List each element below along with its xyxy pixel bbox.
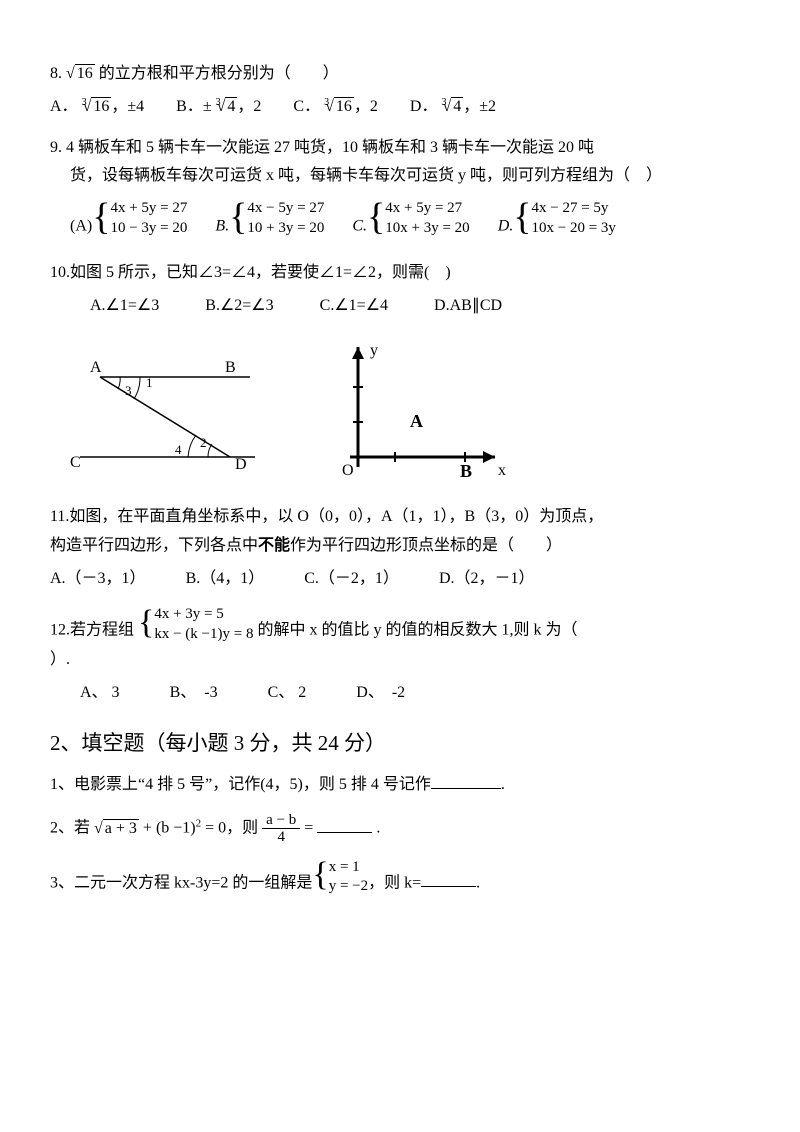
q8-opt-b: B．±3√4，2 xyxy=(176,93,261,122)
svg-text:y: y xyxy=(370,342,378,359)
svg-text:A: A xyxy=(410,411,423,431)
section-2-heading: 2、填空题（每小题 3 分，共 24 分） xyxy=(50,725,750,763)
q12-options: A、 3 B、 -3 C、 2 D、 -2 xyxy=(50,679,750,708)
svg-text:O: O xyxy=(342,462,354,479)
svg-text:1: 1 xyxy=(146,375,153,390)
q10-opt-d: D.AB∥CD xyxy=(434,292,502,321)
q11-line1: 11.如图，在平面直角坐标系中，以 O（0，0），A（1，1），B（3，0）为顶… xyxy=(50,503,750,532)
svg-text:B: B xyxy=(460,461,472,481)
svg-text:2: 2 xyxy=(200,435,207,450)
q11-options: A.（－3，1） B.（4，1） C.（－2，1） D.（2，－1） xyxy=(50,565,750,594)
svg-text:A: A xyxy=(90,359,102,376)
figures-row: A B C D 1 3 2 4 A B O x y xyxy=(70,337,750,487)
q8-suffix: 的立方根和平方根分别为（ ） xyxy=(95,65,339,82)
q9-opt-d: D.{4x − 27 = 5y10x − 20 = 3y xyxy=(498,199,616,241)
sqrt-a3: √a + 3 xyxy=(94,815,139,844)
q10-opt-a: A.∠1=∠3 xyxy=(90,292,159,321)
svg-text:B: B xyxy=(225,359,236,376)
q8-opt-c: C．3√16，2 xyxy=(293,93,377,122)
fill-1: 1、电影票上“4 排 5 号”，记作(4，5)，则 5 排 4 号记作. xyxy=(50,771,750,800)
question-10: 10.如图 5 所示，已知∠3=∠4，若要使∠1=∠2，则需( ) A.∠1=∠… xyxy=(50,259,750,321)
q11-opt-d: D.（2，－1） xyxy=(439,565,535,594)
fill-2: 2、若 √a + 3 + (b −1)2 = 0，则 a − b4 = . xyxy=(50,812,750,846)
q9-opt-b: B.{4x − 5y = 2710 + 3y = 20 xyxy=(215,199,324,241)
q9-opt-c: C.{4x + 5y = 2710x + 3y = 20 xyxy=(352,199,469,241)
q9-options: (A){4x + 5y = 2710 − 3y = 20 B.{4x − 5y … xyxy=(50,199,750,241)
figure-coordinate-plane: A B O x y xyxy=(320,337,510,487)
q12-system: {4x + 3y = 5kx − (k −1)y = 8 xyxy=(138,605,253,644)
svg-text:4: 4 xyxy=(175,442,182,457)
q9-line2: 货，设每辆板车每次可运货 x 吨，每辆卡车每次可运货 y 吨，则可列方程组为（ … xyxy=(50,162,750,191)
q8-opt-d: D．3√4，±2 xyxy=(410,93,496,122)
q8-opt-a: A．3√16，±4 xyxy=(50,93,144,122)
q8-prefix: 8. xyxy=(50,65,66,82)
q8-options: A．3√16，±4 B．±3√4，2 C．3√16，2 D．3√4，±2 xyxy=(50,93,750,122)
q12-opt-b: B、 -3 xyxy=(170,679,218,708)
f3-system: {x = 1y = −2 xyxy=(312,858,368,897)
q11-opt-a: A.（－3，1） xyxy=(50,565,146,594)
question-9: 9. 4 辆板车和 5 辆卡车一次能运 27 吨货，10 辆板车和 3 辆卡车一… xyxy=(50,134,750,242)
q12-stem: 12.若方程组 {4x + 3y = 5kx − (k −1)y = 8 的解中… xyxy=(50,605,750,645)
q10-options: A.∠1=∠3 B.∠2=∠3 C.∠1=∠4 D.AB∥CD xyxy=(50,292,750,321)
q10-opt-c: C.∠1=∠4 xyxy=(320,292,388,321)
q11-opt-c: C.（－2，1） xyxy=(304,565,399,594)
q11-line2: 构造平行四边形，下列各点中不能作为平行四边形顶点坐标的是（ ） xyxy=(50,532,750,561)
question-11: 11.如图，在平面直角坐标系中，以 O（0，0），A（1，1），B（3，0）为顶… xyxy=(50,503,750,593)
question-8: 8. √16 的立方根和平方根分别为（ ） A．3√16，±4 B．±3√4，2… xyxy=(50,60,750,122)
q12-opt-d: D、 -2 xyxy=(356,679,405,708)
blank-3 xyxy=(421,870,476,887)
blank-2 xyxy=(317,816,372,833)
q9-opt-a: (A){4x + 5y = 2710 − 3y = 20 xyxy=(70,199,187,241)
svg-text:D: D xyxy=(235,456,247,473)
sqrt-16: √16 xyxy=(66,60,95,89)
question-12: 12.若方程组 {4x + 3y = 5kx − (k −1)y = 8 的解中… xyxy=(50,605,750,707)
q10-stem: 10.如图 5 所示，已知∠3=∠4，若要使∠1=∠2，则需( ) xyxy=(50,259,750,288)
fill-3: 3、二元一次方程 kx-3y=2 的一组解是{x = 1y = −2，则 k=. xyxy=(50,858,750,898)
q11-opt-b: B.（4，1） xyxy=(186,565,265,594)
svg-text:C: C xyxy=(70,454,81,471)
svg-text:3: 3 xyxy=(125,383,132,398)
q12-suffix2: ）. xyxy=(50,646,750,675)
q12-opt-c: C、 2 xyxy=(268,679,307,708)
svg-text:x: x xyxy=(498,462,506,479)
blank-1 xyxy=(431,772,501,789)
figure-5-angles: A B C D 1 3 2 4 xyxy=(70,347,260,477)
q12-opt-a: A、 3 xyxy=(80,679,120,708)
fraction-ab4: a − b4 xyxy=(262,812,300,846)
q9-line1: 9. 4 辆板车和 5 辆卡车一次能运 27 吨货，10 辆板车和 3 辆卡车一… xyxy=(50,134,750,163)
q10-opt-b: B.∠2=∠3 xyxy=(205,292,273,321)
